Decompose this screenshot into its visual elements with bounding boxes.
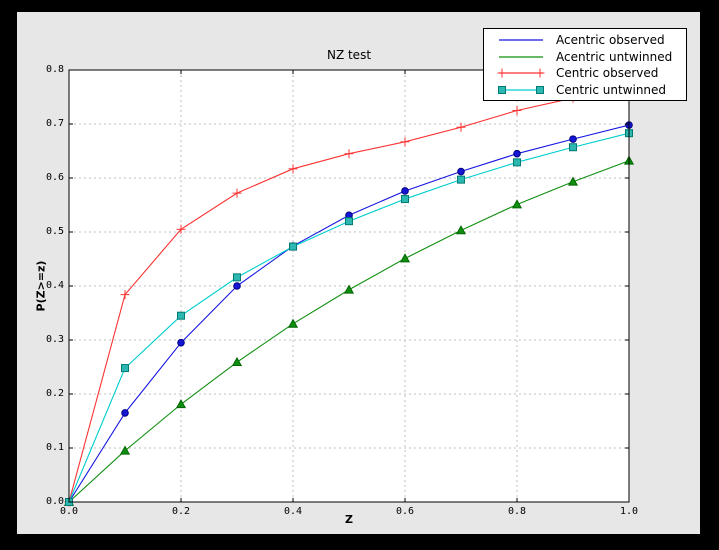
legend-sample-line [499, 56, 543, 58]
y-tick-label: 0.1 [45, 442, 64, 453]
figure: NZ test 0.0 0.2 0.4 0.6 0.8 1.0 0.0 0.1 0.2 0.3 0… [17, 12, 700, 534]
triangle-marker [455, 225, 467, 235]
y-tick-label: 0.4 [45, 280, 64, 291]
chart-title: NZ test [326, 48, 372, 62]
plot-area [63, 69, 635, 507]
legend-sample-line [497, 68, 545, 78]
y-tick-label: 0.2 [45, 388, 64, 399]
circle-marker [457, 167, 465, 176]
x-tick-label: 0.4 [283, 506, 303, 517]
plus-marker [456, 122, 466, 132]
square-marker [457, 175, 465, 184]
legend-label: Centric observed [556, 66, 659, 81]
triangle-marker [119, 445, 131, 455]
plus-marker [120, 290, 130, 300]
plus-marker [288, 164, 298, 174]
legend-label: Centric untwinned [556, 82, 667, 97]
x-tick-label: 0.0 [59, 506, 79, 517]
y-tick-label: 0.5 [45, 226, 64, 237]
square-marker [401, 195, 409, 204]
square-marker [177, 311, 185, 320]
circle-marker [401, 187, 409, 195]
legend-label: Acentric observed [556, 33, 665, 48]
plus-marker [344, 149, 354, 159]
legend-item: Centric untwinned [484, 82, 686, 99]
x-tick-label: 0.8 [507, 506, 527, 517]
square-marker [233, 273, 241, 282]
triangle-marker [175, 399, 187, 409]
x-axis-label: Z [345, 513, 353, 526]
legend: Acentric observed Acentric untwinned Centr… [483, 28, 687, 101]
plus-marker [400, 137, 410, 147]
y-tick-label: 0.6 [45, 172, 64, 183]
y-tick-label: 0.0 [45, 496, 64, 507]
legend-item: Acentric untwinned [484, 49, 686, 66]
square-marker [513, 158, 521, 167]
legend-item: Acentric observed [484, 32, 686, 49]
x-tick-label: 0.6 [395, 506, 415, 517]
y-tick-label: 0.7 [45, 118, 64, 129]
legend-item: Centric observed [484, 65, 686, 82]
x-tick-label: 0.2 [171, 506, 191, 517]
triangle-marker [231, 356, 243, 367]
y-axis-label: P(Z>=z) [34, 260, 48, 312]
square-marker [569, 143, 577, 152]
circle-marker [177, 338, 185, 347]
triangle-marker [287, 318, 299, 328]
triangle-marker [343, 284, 355, 294]
triangle-marker [567, 176, 579, 186]
plus-marker [512, 106, 522, 115]
x-tick-label: 1.0 [619, 506, 639, 517]
circle-marker [569, 135, 577, 143]
y-tick-label: 0.3 [45, 334, 64, 345]
y-tick-label: 0.8 [45, 64, 64, 75]
legend-sample-line [498, 85, 544, 94]
legend-sample-line [499, 39, 543, 41]
circle-marker [121, 409, 129, 417]
square-marker [345, 217, 353, 226]
square-marker [289, 242, 297, 251]
square-marker [121, 364, 129, 373]
triangle-marker [399, 253, 411, 263]
circle-marker [513, 149, 521, 158]
triangle-marker [511, 199, 523, 209]
plus-marker [232, 188, 242, 198]
plus-marker [176, 224, 186, 234]
circle-marker [233, 282, 241, 290]
legend-label: Acentric untwinned [556, 49, 673, 64]
